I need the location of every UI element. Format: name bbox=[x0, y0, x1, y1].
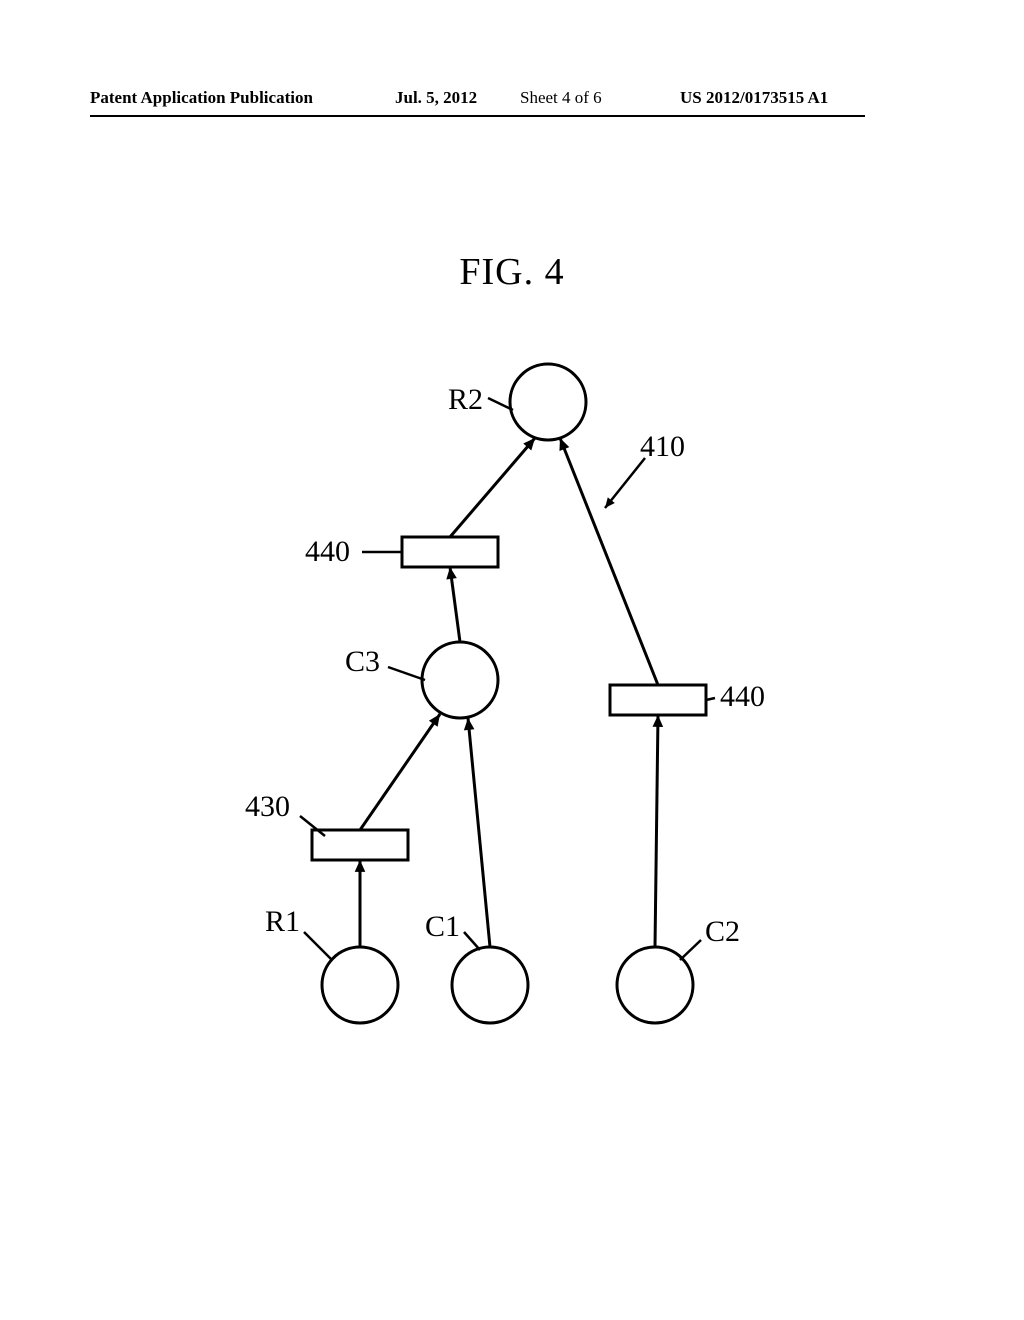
label-C3: C3 bbox=[345, 645, 380, 679]
label-R2: R2 bbox=[448, 383, 483, 417]
node-box430 bbox=[312, 830, 408, 860]
edge bbox=[450, 438, 535, 537]
node-C1 bbox=[452, 947, 528, 1023]
node-box440R bbox=[610, 685, 706, 715]
leaders-layer bbox=[300, 398, 715, 960]
node-R2 bbox=[510, 364, 586, 440]
label-ref410: 410 bbox=[640, 430, 685, 464]
edge bbox=[468, 718, 490, 947]
label-C1: C1 bbox=[425, 910, 460, 944]
node-R1 bbox=[322, 947, 398, 1023]
figure-diagram bbox=[0, 0, 1024, 1320]
node-box440L bbox=[402, 537, 498, 567]
leader-R1 bbox=[304, 932, 332, 960]
edge bbox=[655, 715, 658, 947]
label-box440R: 440 bbox=[720, 680, 765, 714]
leader-C2 bbox=[680, 940, 701, 960]
page: Patent Application Publication Jul. 5, 2… bbox=[0, 0, 1024, 1320]
leader-C3 bbox=[388, 667, 425, 680]
node-C3 bbox=[422, 642, 498, 718]
edge bbox=[560, 438, 658, 685]
label-box430: 430 bbox=[245, 790, 290, 824]
edge bbox=[360, 714, 440, 830]
label-box440L: 440 bbox=[305, 535, 350, 569]
label-C2: C2 bbox=[705, 915, 740, 949]
label-R1: R1 bbox=[265, 905, 300, 939]
leader-C1 bbox=[464, 932, 480, 950]
